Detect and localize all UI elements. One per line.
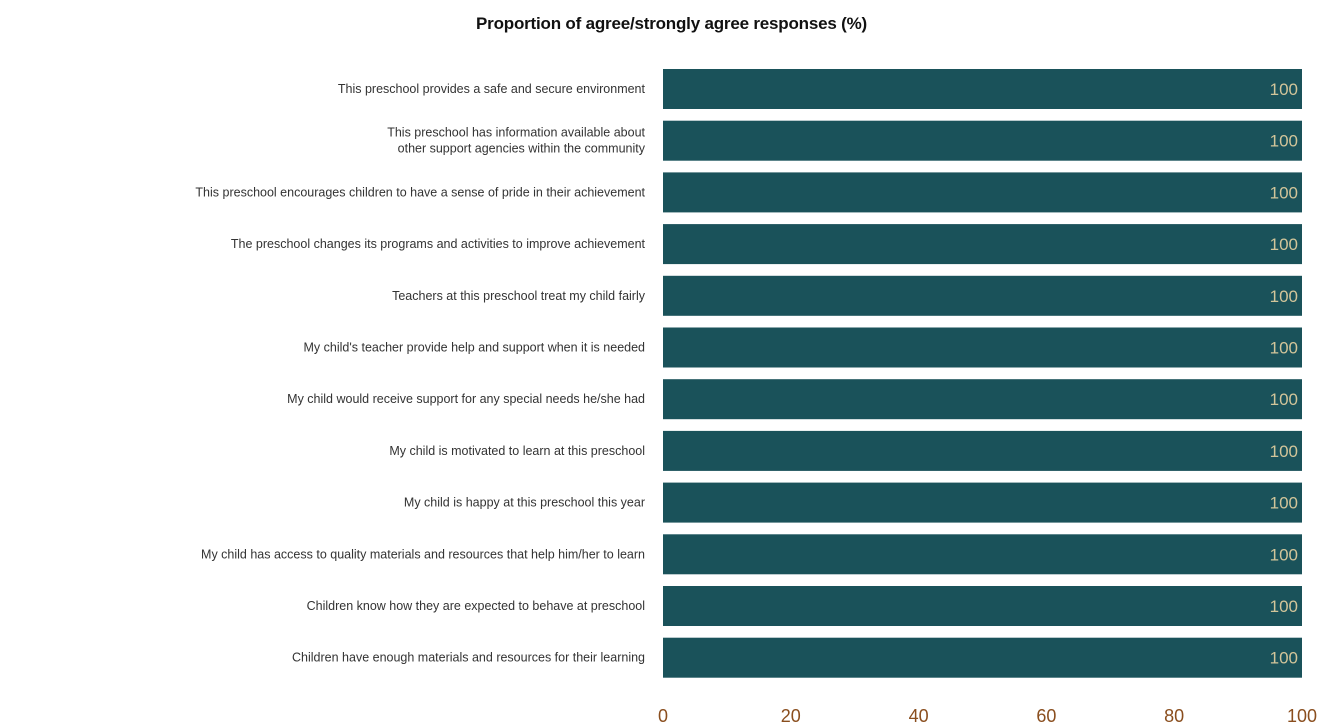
category-label: This preschool provides a safe and secur… <box>338 82 646 96</box>
x-tick-label: 100 <box>1287 706 1317 726</box>
category-label: My child is motivated to learn at this p… <box>389 444 645 458</box>
data-label: 100 <box>1270 339 1298 358</box>
data-label: 100 <box>1270 597 1298 616</box>
category-label: This preschool encourages children to ha… <box>195 185 645 199</box>
category-label-line: My child would receive support for any s… <box>287 392 645 406</box>
chart-title: Proportion of agree/strongly agree respo… <box>476 14 867 33</box>
category-label: This preschool has information available… <box>387 126 646 156</box>
x-tick-label: 0 <box>658 706 668 726</box>
bar <box>663 637 1302 678</box>
data-label: 100 <box>1270 649 1298 668</box>
category-label: My child's teacher provide help and supp… <box>304 341 646 355</box>
category-label-line: This preschool provides a safe and secur… <box>338 82 646 96</box>
data-label: 100 <box>1270 183 1298 202</box>
bar <box>663 379 1302 420</box>
bar <box>663 586 1302 626</box>
category-label-line: This preschool encourages children to ha… <box>195 185 645 199</box>
bar <box>663 172 1302 213</box>
bar <box>663 224 1302 265</box>
data-label: 100 <box>1270 80 1298 99</box>
data-label: 100 <box>1270 235 1298 254</box>
category-label: The preschool changes its programs and a… <box>231 237 646 251</box>
category-label: Children have enough materials and resou… <box>292 651 645 665</box>
x-tick-label: 40 <box>909 706 929 726</box>
category-label-line: Teachers at this preschool treat my chil… <box>392 289 646 303</box>
category-label-line: My child is happy at this preschool this… <box>404 496 645 510</box>
data-label: 100 <box>1270 287 1298 306</box>
category-label-line: My child's teacher provide help and supp… <box>304 341 646 355</box>
bar <box>663 69 1302 109</box>
data-label: 100 <box>1270 545 1298 564</box>
category-label-line: My child has access to quality materials… <box>201 547 645 561</box>
bar <box>663 327 1302 368</box>
category-label-line: My child is motivated to learn at this p… <box>389 444 645 458</box>
bar <box>663 275 1302 316</box>
category-label: My child has access to quality materials… <box>201 547 645 561</box>
bar <box>663 430 1302 471</box>
bar <box>663 482 1302 523</box>
x-tick-label: 20 <box>781 706 801 726</box>
x-tick-label: 60 <box>1036 706 1056 726</box>
category-label-line: Children have enough materials and resou… <box>292 651 645 665</box>
data-label: 100 <box>1270 390 1298 409</box>
data-label: 100 <box>1270 494 1298 513</box>
category-label: My child is happy at this preschool this… <box>404 496 645 510</box>
category-label: Teachers at this preschool treat my chil… <box>392 289 646 303</box>
data-label: 100 <box>1270 132 1298 151</box>
category-label-line: Children know how they are expected to b… <box>307 599 645 613</box>
bar <box>663 120 1302 161</box>
category-label-line: This preschool has information available… <box>387 126 645 140</box>
category-label-line: other support agencies within the commun… <box>398 142 646 156</box>
data-label: 100 <box>1270 442 1298 461</box>
x-tick-label: 80 <box>1164 706 1184 726</box>
category-label-line: The preschool changes its programs and a… <box>231 237 646 251</box>
category-label: My child would receive support for any s… <box>287 392 645 406</box>
bar <box>663 534 1302 575</box>
category-label: Children know how they are expected to b… <box>307 599 645 613</box>
